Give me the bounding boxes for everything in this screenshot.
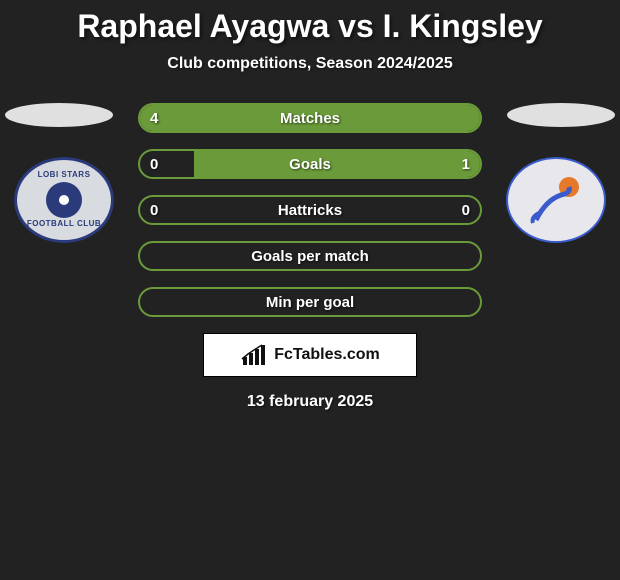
club-logo-right [506, 157, 606, 243]
bar-label: Goals per match [140, 248, 480, 265]
soccer-ball-icon [46, 182, 82, 218]
bar-label: Matches [140, 110, 480, 127]
bar-value-right: 0 [462, 202, 470, 219]
stat-bar: Min per goal [138, 287, 482, 317]
club-logo-left: LOBI STARS FOOTBALL CLUB [14, 157, 114, 243]
bar-label: Hattricks [140, 202, 480, 219]
bar-label: Goals [140, 156, 480, 173]
date-text: 13 february 2025 [247, 393, 373, 411]
right-column [496, 103, 616, 243]
stat-bars: 4Matches0Goals10Hattricks0Goals per matc… [124, 103, 496, 317]
left-column: LOBI STARS FOOTBALL CLUB [4, 103, 124, 243]
main-area: LOBI STARS FOOTBALL CLUB 4Matches0Goals1… [0, 103, 620, 317]
page-title: Raphael Ayagwa vs I. Kingsley [77, 8, 542, 45]
bar-value-right: 1 [462, 156, 470, 173]
stat-bar: 0Hattricks0 [138, 195, 482, 225]
player-right-silhouette [507, 103, 615, 127]
brand-text: FcTables.com [274, 346, 380, 364]
bar-label: Min per goal [140, 294, 480, 311]
stat-bar: 4Matches [138, 103, 482, 133]
chart-icon [240, 343, 268, 367]
player-left-silhouette [5, 103, 113, 127]
tornado-icon [521, 165, 591, 235]
stat-bar: Goals per match [138, 241, 482, 271]
infographic-container: Raphael Ayagwa vs I. Kingsley Club compe… [0, 0, 620, 411]
stat-bar: 0Goals1 [138, 149, 482, 179]
logo-left-text-bottom: FOOTBALL CLUB [27, 220, 101, 229]
subtitle: Club competitions, Season 2024/2025 [167, 55, 452, 73]
logo-left-text-top: LOBI STARS [38, 171, 91, 180]
brand-box: FcTables.com [203, 333, 417, 377]
